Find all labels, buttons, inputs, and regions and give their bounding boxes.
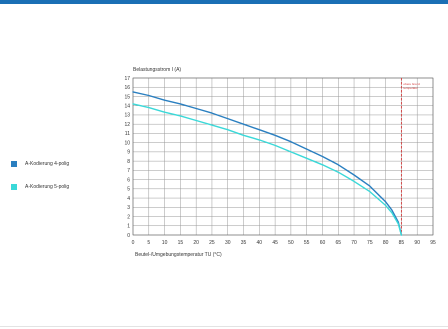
y-tick-label: 4 [127,196,130,202]
legend-item-series-2: A-Kodierung 5-polig [11,183,69,190]
y-tick-label: 3 [127,205,130,211]
chart-legend: A-Kodierung 4-polig A-Kodierung 5-polig [11,160,69,206]
y-tick-label: 14 [124,104,130,110]
x-tick-label: 75 [367,240,373,246]
legend-swatch-series-1 [11,160,17,167]
x-tick-label: 15 [178,240,184,246]
header-bar [0,0,448,4]
y-tick-label: 5 [127,187,130,193]
series-line-2 [132,103,403,236]
limit-label-line-2: temperatur [403,86,418,90]
x-tick-label: 95 [430,240,436,246]
x-tick-label: 85 [399,240,405,246]
y-tick-label: 13 [124,113,130,119]
y-tick-label: 15 [124,94,130,100]
y-tick-label: 9 [127,150,130,156]
y-tick-label: 16 [124,85,130,91]
chart-grid [132,77,434,236]
y-tick-label: 17 [124,76,130,82]
series-lines [132,91,403,236]
x-tick-label: 55 [304,240,310,246]
axis-ticks: 0 5 10 15 20 25 30 35 40 45 50 55 60 65 70 75 80 85 90 9501… [124,76,436,246]
legend-label-series-2: A-Kodierung 5-polig [25,183,70,190]
x-tick-label: 25 [209,240,215,246]
x-tick-label: 65 [335,240,341,246]
y-tick-label: 11 [125,131,130,137]
footer-divider [0,326,448,327]
limit-label-line-1: obere Grenz [403,82,420,86]
x-tick-label: 35 [241,240,247,246]
y-tick-label: 12 [124,122,130,128]
x-tick-label: 90 [414,240,420,246]
x-tick-label: 40 [257,240,263,246]
y-tick-label: 7 [127,168,130,174]
y-axis-title: Belastungsstrom I (A) [133,67,181,73]
y-tick-label: 6 [127,177,130,183]
x-tick-label: 5 [147,240,150,246]
x-tick-label: 70 [351,240,357,246]
legend-swatch-series-2 [11,183,17,190]
y-tick-label: 1 [127,224,130,230]
x-tick-label: 45 [272,240,278,246]
x-axis-title: Beutel-/Umgebungstemperatur TU (°C) [135,252,222,258]
legend-item-series-1: A-Kodierung 4-polig [11,160,69,167]
x-tick-label: 30 [225,240,231,246]
x-tick-label: 0 [132,240,135,246]
legend-label-series-1: A-Kodierung 4-polig [25,160,70,167]
x-tick-label: 20 [193,240,199,246]
y-tick-label: 0 [127,233,130,239]
y-tick-label: 8 [127,159,130,165]
x-tick-label: 80 [383,240,389,246]
plot-area-border [132,77,434,236]
x-tick-label: 60 [320,240,326,246]
y-tick-label: 2 [127,214,130,220]
x-tick-label: 10 [162,240,168,246]
x-tick-label: 50 [288,240,294,246]
y-tick-label: 10 [124,140,130,146]
series-line-1 [132,91,403,236]
